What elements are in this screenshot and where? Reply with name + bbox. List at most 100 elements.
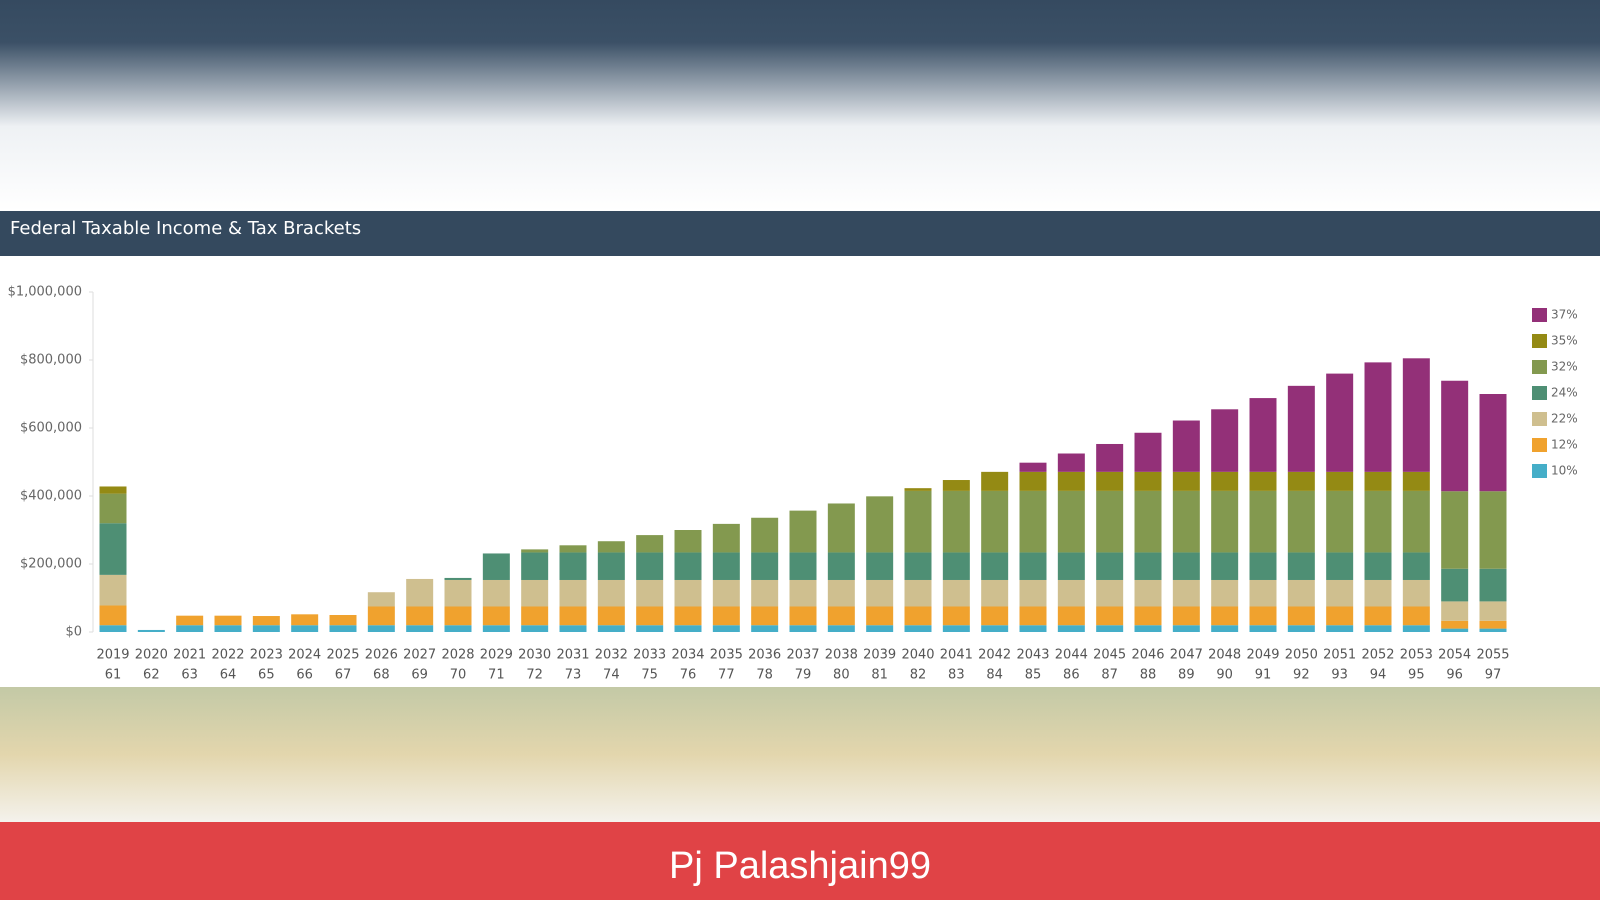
bar-segment [866,606,894,626]
bar-segment [1019,471,1047,491]
legend-label: 37% [1551,308,1578,322]
x-sublabel: 73 [565,668,582,683]
watermark: Pj Palashjain99 [669,845,931,887]
bar-segment [367,625,395,632]
bar-segment [521,579,549,607]
bar-segment [1172,490,1200,553]
bar-segment [1019,579,1047,607]
bar-segment [942,625,970,632]
x-sublabel: 86 [1063,668,1080,683]
bar-segment [1134,471,1162,491]
legend-swatch [1532,438,1547,452]
bar-segment [751,552,779,580]
bar-segment [1326,625,1354,632]
bar-segment [942,579,970,607]
bar-segment [1057,579,1085,607]
x-tick-label: 2055 [1476,648,1509,663]
bar-segment [1479,394,1507,492]
x-tick-label: 2027 [403,648,436,663]
bar-segment [942,490,970,553]
bar-segment [904,606,932,626]
x-sublabel: 82 [910,668,927,683]
bar-segment [1057,453,1085,472]
bar-segment [99,574,127,606]
x-sublabel: 68 [373,668,390,683]
x-sublabel: 92 [1293,668,1310,683]
x-tick-label: 2030 [518,648,551,663]
bar-segment [1479,620,1507,629]
bar-segment [444,625,472,632]
bar-segment [981,471,1009,491]
bar-segment [1249,552,1277,580]
bar-segment [1172,579,1200,607]
bar-segment [1172,625,1200,632]
bar-segment [1441,601,1469,621]
bar-segment [1326,471,1354,491]
x-tick-label: 2031 [556,648,589,663]
bar-segment [712,606,740,626]
bar-segment [99,605,127,626]
x-sublabel: 96 [1446,668,1463,683]
bar-segment [1479,628,1507,632]
bar-segment [1326,552,1354,580]
bar-segment [789,552,817,580]
y-tick-label: $400,000 [20,489,82,504]
bar-segment [1326,606,1354,626]
x-tick-label: 2022 [211,648,244,663]
x-tick-label: 2037 [786,648,819,663]
bar-segment [751,517,779,553]
bar-segment [99,625,127,632]
bar-segment [1402,552,1430,580]
bar-segment [1019,606,1047,626]
plot: $0 $200,000 $400,000 $600,000 $800,000 $1,000… [8,285,1578,683]
y-tick-label: $1,000,000 [8,285,82,300]
bar-segment [367,606,395,626]
x-tick-label: 2020 [135,648,168,663]
x-sublabel: 67 [335,668,352,683]
bar-segment [1402,625,1430,632]
bar-segment [597,541,625,553]
bar-segment [367,592,395,607]
x-sublabel: 77 [718,668,735,683]
bar-segment [176,615,204,626]
bar-segment [329,615,357,626]
bar-segment [1402,606,1430,626]
x-tick-label: 2053 [1400,648,1433,663]
bar-segment [559,552,587,580]
x-sublabel: 66 [296,668,313,683]
bar-segment [827,503,855,553]
y-tick-label: $200,000 [20,557,82,572]
x-tick-label: 2054 [1438,648,1471,663]
x-sublabel: 65 [258,668,275,683]
bar-segment [1364,362,1392,472]
x-tick-label: 2032 [595,648,628,663]
bar-segment [521,606,549,626]
legend-label: 10% [1551,464,1578,478]
x-tick-label: 2041 [940,648,973,663]
bar-segment [1479,601,1507,621]
chart-title: Federal Taxable Income & Tax Brackets [10,218,361,239]
bar-segment [674,530,702,553]
bar-segment [1211,625,1239,632]
x-sublabel: 97 [1485,668,1502,683]
bar-segment [1326,579,1354,607]
bar-segment [751,579,779,607]
bar-segment [1096,579,1124,607]
bar-segment [712,523,740,553]
x-tick-label: 2052 [1361,648,1394,663]
bar-segment [1019,625,1047,632]
bar-segment [981,579,1009,607]
x-sublabel: 85 [1025,668,1042,683]
bar-segment [597,625,625,632]
x-sublabel: 72 [526,668,543,683]
x-tick-label: 2036 [748,648,781,663]
blurred-bottom [0,687,1600,822]
bar-segment [1057,490,1085,553]
bar-segment [521,549,549,553]
bar-segment [751,606,779,626]
bar-segment [1249,490,1277,553]
x-tick-label: 2025 [326,648,359,663]
legend-label: 12% [1551,438,1578,452]
bar-segment [1479,568,1507,602]
legend-label: 22% [1551,412,1578,426]
